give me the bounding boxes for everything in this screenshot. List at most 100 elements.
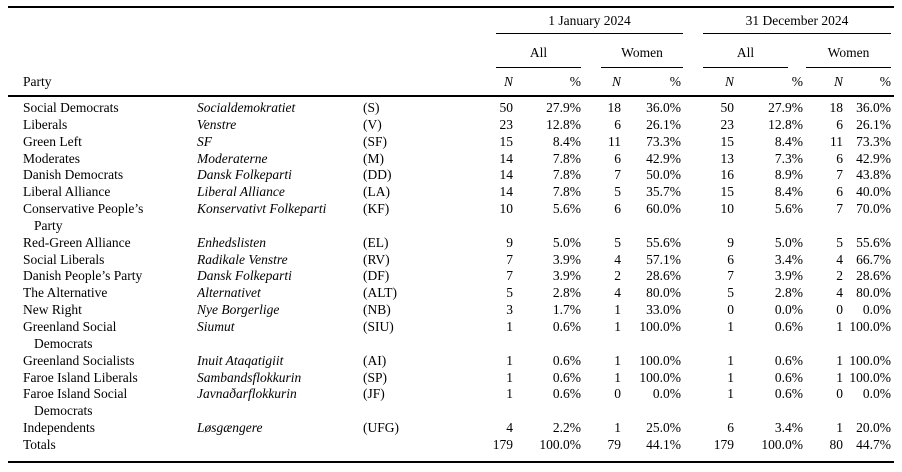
cell-value: 4: [614, 285, 621, 301]
party-name-da: Siumut: [197, 318, 235, 334]
cell-value: 28.6%: [646, 268, 681, 284]
cell-value: 16: [720, 167, 735, 183]
cell-value: 5: [727, 285, 734, 301]
cell-value: 25.0%: [646, 420, 681, 436]
party-abbr: [363, 437, 453, 454]
party-name-en-line1: Greenland Social: [23, 318, 117, 334]
party-name-en: Conservative People’s Party: [23, 201, 197, 235]
cell-value: 1: [836, 318, 843, 334]
cell-value: 3.9%: [552, 251, 581, 267]
cell-value: 27.9%: [768, 100, 803, 115]
party-name-en: Totals: [23, 437, 197, 454]
cell-value: 44.7%: [856, 436, 891, 452]
cell-value: 44.1%: [646, 436, 681, 452]
cell-value: 2.8%: [774, 285, 803, 301]
cell-value: 100.0%: [761, 436, 803, 452]
cell-value: 11: [830, 133, 843, 149]
table-row: Liberals Venstre (V) 23 12.8% 6 26.1% 23…: [23, 117, 891, 134]
cell-value: 23: [720, 116, 735, 132]
cell-value: 40.0%: [856, 184, 891, 200]
party-name-en-line1: Red-Green Alliance: [23, 234, 131, 250]
table-row: Moderates Moderaterne (M) 14 7.8% 6 42.9…: [23, 151, 891, 168]
period-1-underline: [496, 33, 683, 34]
cell-value: 5.0%: [552, 234, 581, 250]
table-row: The Alternative Alternativet (ALT) 5 2.8…: [23, 285, 891, 302]
cell-value: 100.0%: [639, 352, 681, 368]
party-name-en: Red-Green Alliance: [23, 235, 197, 252]
cell-value: 8.4%: [552, 133, 581, 149]
party-name-en: Independents: [23, 420, 197, 437]
party-name-en: Greenland Social Democrats: [23, 319, 197, 353]
cell-value: 1: [614, 352, 621, 368]
cell-value: 3: [506, 302, 513, 318]
cell-value: 4: [836, 251, 843, 267]
party-name-en-line1: Moderates: [23, 150, 80, 166]
column-header-row: Party N % N % N % N %: [23, 74, 891, 100]
party-abbr: (S): [363, 100, 380, 115]
table-row: Faroe Island Social Democrats Javnaðarfl…: [23, 386, 891, 420]
cell-value: 26.1%: [856, 116, 891, 132]
cell-value: 9: [727, 234, 734, 250]
cell-value: 0.6%: [552, 369, 581, 385]
party-name-da: [197, 437, 363, 454]
party-abbr: (AI): [363, 352, 387, 368]
table-top-rule: [8, 6, 894, 8]
cell-value: 2.8%: [552, 285, 581, 301]
cell-value: 8.4%: [774, 184, 803, 200]
party-name-da: Konservativt Folkeparti: [197, 201, 327, 217]
table-row: Faroe Island Liberals Sambandsflokkurin …: [23, 370, 891, 387]
cell-value: 0.6%: [552, 386, 581, 402]
cell-value: 10: [720, 201, 735, 217]
party-abbr: (SP): [363, 369, 388, 385]
cell-value: 0.6%: [552, 352, 581, 368]
party-name-en-line1: Greenland Socialists: [23, 352, 135, 368]
cell-value: 13: [720, 150, 735, 166]
cell-value: 1: [506, 386, 513, 402]
cell-value: 179: [492, 436, 513, 452]
party-abbr: (ALT): [363, 285, 397, 301]
table-bottom-rule: [8, 461, 894, 463]
cell-value: 0: [836, 386, 843, 402]
party-name-da: Sambandsflokkurin: [197, 369, 302, 385]
cell-value: 3.4%: [774, 251, 803, 267]
party-abbr: (V): [363, 116, 382, 132]
party-abbr: (NB): [363, 302, 391, 318]
cell-value: 1: [836, 369, 843, 385]
party-abbr: (JF): [363, 386, 385, 402]
cell-value: 1: [727, 318, 734, 334]
cell-value: 36.0%: [856, 100, 891, 115]
party-name-en-line1: Conservative People’s: [23, 201, 144, 217]
table-row: Greenland Social Democrats Siumut (SIU) …: [23, 319, 891, 353]
cell-value: 4: [506, 420, 513, 436]
cell-value: 100.0%: [849, 318, 891, 334]
cell-value: 1: [506, 318, 513, 334]
cell-value: 9: [506, 234, 513, 250]
cell-value: 20.0%: [856, 420, 891, 436]
cell-value: 1: [614, 420, 621, 436]
cell-value: 36.0%: [646, 100, 681, 115]
party-name-en-line1: New Right: [23, 302, 82, 318]
cell-value: 50: [499, 100, 514, 115]
cell-value: 8.4%: [774, 133, 803, 149]
cell-value: 1: [727, 369, 734, 385]
cell-value: 14: [499, 184, 514, 200]
cell-value: 7.8%: [552, 167, 581, 183]
cell-value: 1: [506, 369, 513, 385]
table-body: Social Democrats Socialdemokratiet (S) 5…: [23, 100, 891, 454]
period-header-31-december-2024: 31 December 2024: [745, 13, 849, 28]
group-2-underline: [601, 67, 683, 68]
cell-value: 7.3%: [774, 150, 803, 166]
party-name-da: Dansk Folkeparti: [197, 268, 292, 284]
cell-value: 6: [836, 150, 843, 166]
cell-value: 100.0%: [849, 352, 891, 368]
cell-value: 7: [506, 268, 513, 284]
party-abbr: (DF): [363, 268, 390, 284]
cell-value: 7: [506, 251, 513, 267]
table-row: Conservative People’s Party Konservativt…: [23, 201, 891, 235]
cell-value: 73.3%: [646, 133, 681, 149]
n-column-header-1: N: [503, 74, 513, 89]
cell-value: 66.7%: [856, 251, 891, 267]
cell-value: 5.0%: [774, 234, 803, 250]
cell-value: 6: [614, 150, 621, 166]
